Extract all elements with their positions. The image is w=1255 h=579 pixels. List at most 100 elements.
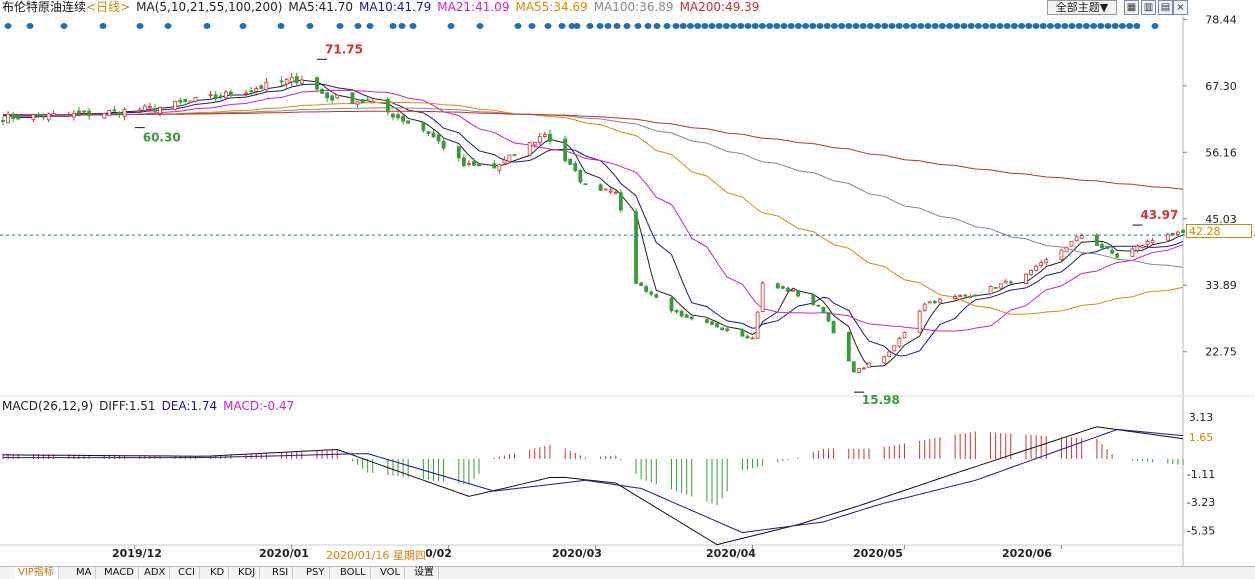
event-dot: [634, 23, 642, 29]
tab-settings[interactable]: 设置: [410, 567, 439, 579]
event-dot: [838, 23, 846, 29]
tab-cci[interactable]: CCI: [174, 567, 200, 579]
candle-body: [173, 100, 178, 110]
x-tick-2019-12: 2019/12: [112, 547, 162, 560]
candle-body: [330, 95, 335, 101]
event-dot: [816, 23, 824, 29]
candle-body: [1039, 262, 1044, 267]
candle-body: [244, 92, 248, 95]
event-dot: [946, 23, 954, 29]
extreme-label: 71.75: [325, 42, 363, 56]
candle-body: [1145, 241, 1150, 246]
theme-button[interactable]: 全部主题▼: [1047, 0, 1117, 15]
macd-dea-line: [3, 428, 1184, 534]
event-dot: [203, 23, 211, 29]
tab-kd[interactable]: KD: [206, 567, 230, 579]
event-dot: [737, 23, 745, 29]
candle-body: [1170, 232, 1175, 236]
ma21-value: MA21:41.09: [437, 0, 510, 14]
tab-kdj[interactable]: KDJ: [234, 567, 261, 579]
event-dot: [694, 23, 702, 29]
candle-body: [938, 298, 942, 303]
candle-body: [477, 163, 481, 167]
candle-body: [294, 75, 299, 84]
candle-body: [826, 312, 831, 322]
candle-body: [598, 184, 603, 191]
candle-body: [122, 109, 127, 117]
price-chart[interactable]: 78.44 67.30 56.16 45.03 33.89 22.75 3.13 1.65 -1…: [0, 0, 1255, 566]
event-dot: [644, 23, 652, 29]
candle-body: [988, 286, 993, 295]
candle-body: [791, 289, 795, 292]
event-dot: [773, 23, 781, 29]
event-dot: [902, 23, 910, 29]
event-dot: [398, 23, 406, 29]
moving-average-lines: [3, 79, 1184, 368]
close-icon[interactable]: ×: [1173, 0, 1188, 15]
candle-body: [760, 282, 765, 312]
candle-body: [178, 100, 183, 103]
event-dot: [938, 23, 946, 29]
candle-body: [922, 303, 927, 311]
candle-body: [259, 85, 264, 89]
candle-body: [669, 297, 674, 312]
candle-body: [715, 323, 719, 328]
event-dot: [708, 23, 716, 29]
x-tick-2020-06: 2020/06: [1002, 547, 1052, 560]
candle-body: [1135, 245, 1140, 251]
tab-boll[interactable]: BOLL: [336, 567, 371, 579]
candle-body: [1150, 240, 1155, 244]
tab-macd[interactable]: MACD: [100, 567, 139, 579]
tab-vip[interactable]: VIP指标: [14, 567, 59, 579]
ma-5-line: [3, 79, 1184, 368]
tab-vol[interactable]: VOL: [376, 567, 406, 579]
event-dot: [476, 23, 484, 29]
event-dot: [881, 23, 889, 29]
candle-body: [725, 328, 730, 331]
candle-body: [887, 351, 892, 358]
event-dot: [722, 23, 730, 29]
candle-body: [228, 91, 233, 96]
candle-body: [147, 106, 152, 109]
tab-ma[interactable]: MA: [72, 567, 97, 579]
candle-body: [1044, 259, 1049, 264]
tab-adx[interactable]: ADX: [140, 567, 171, 579]
event-dot: [558, 23, 566, 29]
candle-body: [750, 337, 755, 340]
event-dot: [953, 23, 961, 29]
candle-body: [355, 101, 360, 105]
window-alt-icon[interactable]: ▤: [1158, 0, 1173, 15]
candle-body: [953, 296, 958, 300]
candle-body: [183, 98, 188, 102]
candle-body: [1003, 280, 1008, 284]
candle-body: [350, 92, 355, 105]
candle-body: [973, 294, 978, 297]
candle-body: [436, 134, 441, 142]
candle-body: [497, 164, 502, 171]
candle-body: [811, 294, 816, 306]
candle-body: [264, 81, 269, 90]
tab-psy[interactable]: PSY: [302, 567, 330, 579]
candle-body: [1115, 253, 1120, 258]
period-label[interactable]: <日线>: [86, 0, 131, 14]
candle-body: [897, 337, 902, 347]
layout-icon[interactable]: ▦: [1124, 0, 1139, 15]
event-dot: [874, 23, 882, 29]
candle-body: [254, 88, 259, 92]
event-dot: [1025, 23, 1033, 29]
candle-body: [674, 310, 679, 313]
event-dot: [996, 23, 1004, 29]
event-dot: [623, 23, 631, 29]
candle-body: [385, 99, 390, 113]
candle-body: [1059, 249, 1064, 260]
event-dot: [917, 23, 925, 29]
ma10-value: MA10:41.79: [358, 0, 432, 14]
event-dot: [1010, 23, 1018, 29]
event-dot: [715, 23, 723, 29]
tab-rsi[interactable]: RSI: [268, 567, 294, 579]
window-icon[interactable]: ▥: [1141, 0, 1156, 15]
ma5-value: MA5:41.70: [288, 0, 353, 14]
ma-10-line: [3, 83, 1184, 357]
candle-body: [299, 79, 304, 84]
candle-body: [320, 89, 324, 94]
